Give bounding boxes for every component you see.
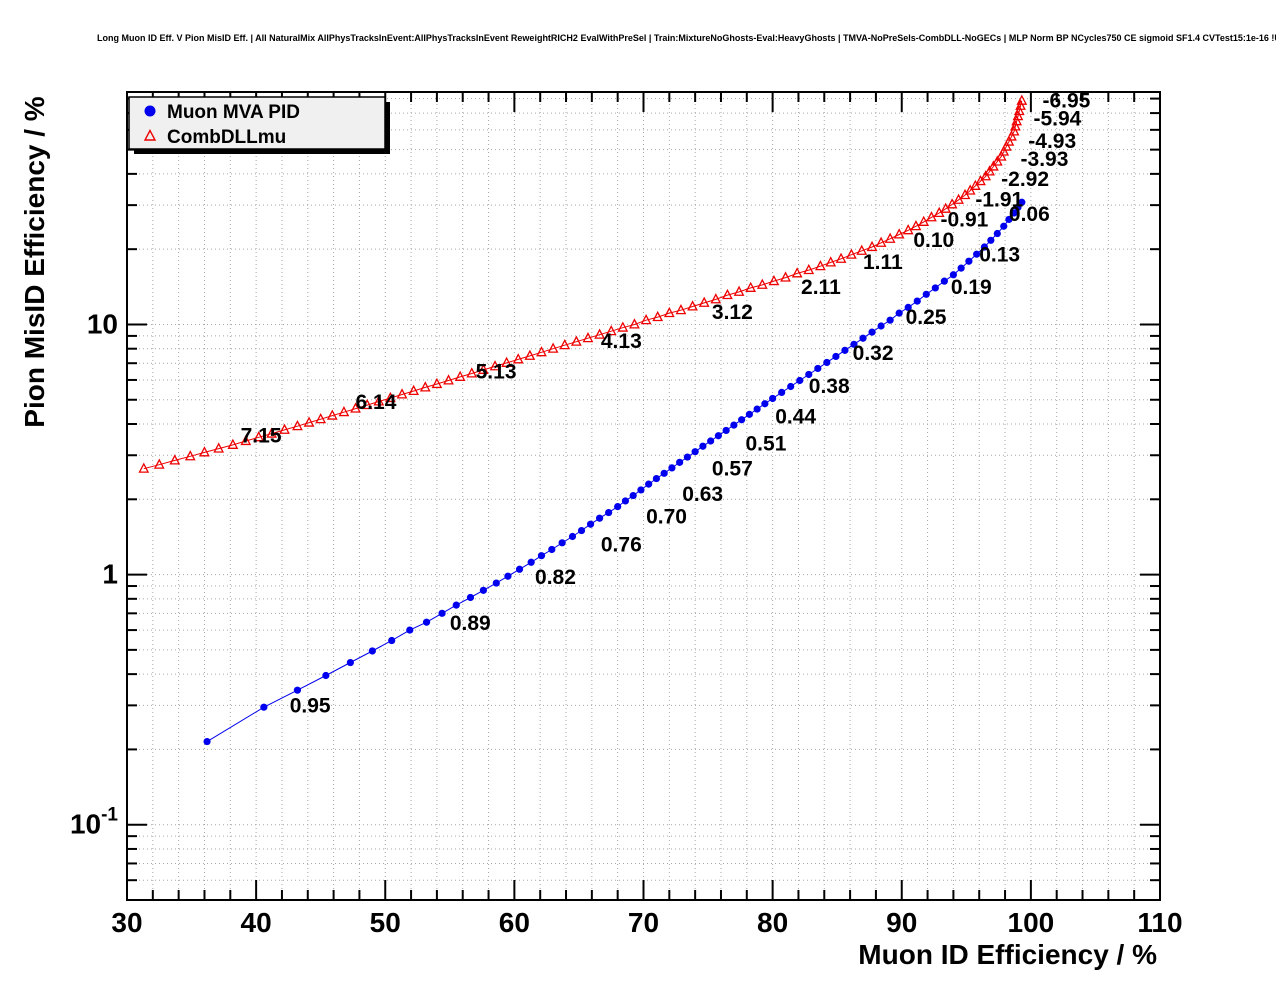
cut-value-label: 0.57 xyxy=(712,458,753,481)
x-tick-label: 70 xyxy=(628,907,659,938)
cut-value-label: 0.70 xyxy=(646,505,687,528)
cut-value-label: -4.93 xyxy=(1028,130,1076,153)
cut-value-label: 0.25 xyxy=(906,306,947,329)
cut-value-label: 0.19 xyxy=(951,276,992,299)
series-combdllmu-value-labels: 7.15 6.14 5.13 4.13 3.12 2.11 1.11 0.10-0.91-1.… xyxy=(241,90,1091,448)
cut-value-label: 0.82 xyxy=(535,566,576,589)
axis-titles: Muon ID Efficiency / % Pion MisID Efficie… xyxy=(19,96,1157,970)
cut-value-label: 0.76 xyxy=(601,533,642,556)
cut-value-label: -3.93 xyxy=(1021,148,1069,171)
legend-marker-circle xyxy=(144,105,156,117)
x-tick-label: 30 xyxy=(111,907,142,938)
cut-value-label: 7.15 xyxy=(241,424,282,447)
cut-value-label: 4.13 xyxy=(601,330,642,353)
cut-value-label: 0.44 xyxy=(775,405,816,428)
x-tick-label: 40 xyxy=(241,907,272,938)
cut-value-label: 0.32 xyxy=(853,342,894,365)
axis-ticks xyxy=(126,92,1161,900)
cut-value-label: -0.91 xyxy=(940,208,988,231)
x-tick-label: 80 xyxy=(757,907,788,938)
y-tick-label: 10-1 xyxy=(70,805,118,840)
cut-value-label: -1.91 xyxy=(975,188,1023,211)
cut-value-label: -6.95 xyxy=(1042,90,1090,113)
y-tick-label: 10 xyxy=(87,308,118,339)
cut-value-label: 0.10 xyxy=(913,229,954,252)
cut-value-label: 0.95 xyxy=(290,694,331,717)
x-axis-title: Muon ID Efficiency / % xyxy=(858,939,1157,970)
cut-value-label: 0.89 xyxy=(450,612,491,635)
x-tick-label: 90 xyxy=(886,907,917,938)
plot-title: Long Muon ID Eff. V Pion MisID Eff. | Al… xyxy=(97,33,1276,43)
legend: Muon MVA PID CombDLLmu xyxy=(128,96,390,154)
x-tick-label: 50 xyxy=(370,907,401,938)
cut-value-label: 6.14 xyxy=(356,391,397,414)
cut-value-label: 0.13 xyxy=(979,244,1020,267)
cut-value-label: 0.63 xyxy=(682,483,723,506)
cut-value-label: 0.51 xyxy=(746,432,787,455)
cut-value-label: 3.12 xyxy=(712,301,753,324)
legend-marker-triangle xyxy=(143,128,157,141)
cut-value-label: 0.06 xyxy=(1009,203,1050,226)
cut-value-label: 0.38 xyxy=(809,375,850,398)
grid-layer xyxy=(127,92,1160,900)
cut-value-label: -5.94 xyxy=(1033,108,1081,131)
cut-value-label: 2.11 xyxy=(801,276,841,299)
y-axis-title: Pion MisID Efficiency / % xyxy=(19,96,50,428)
series-muon-mva-pid-value-labels: 0.95 0.89 0.82 0.760.700.630.57 0.51 0.44 0.38… xyxy=(290,203,1050,718)
cut-value-label: -2.92 xyxy=(1001,168,1049,191)
x-tick-label: 60 xyxy=(499,907,530,938)
legend-entry-label: CombDLLmu xyxy=(167,127,286,148)
cut-value-label: 5.13 xyxy=(476,360,517,383)
x-tick-label: 110 xyxy=(1137,907,1182,938)
series-muon-mva-pid xyxy=(203,198,1026,746)
x-tick-label: 100 xyxy=(1008,907,1055,938)
series-combdllmu xyxy=(138,94,1028,473)
legend-entry-label: Muon MVA PID xyxy=(167,102,300,123)
y-tick-label: 1 xyxy=(102,559,118,590)
cut-value-label: 1.11 xyxy=(863,251,903,274)
